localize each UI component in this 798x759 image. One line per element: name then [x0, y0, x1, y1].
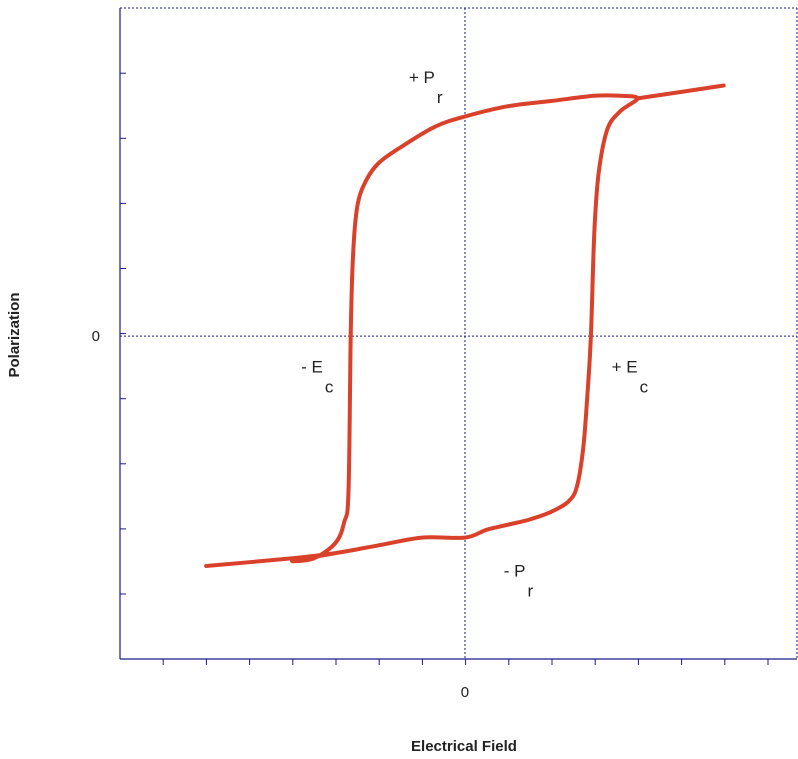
annotation-subscript: c: [640, 377, 649, 396]
series-layer: [204, 83, 726, 568]
annotation-text: + E: [612, 357, 638, 376]
saturation-tail-line: [635, 83, 726, 101]
annotation-text: + P: [409, 68, 435, 87]
annotation-label: - Ec: [301, 357, 334, 396]
y-axis-title: Polarization: [6, 292, 23, 377]
zero-reference-lines: [120, 8, 797, 659]
x-axis-title: Electrical Field: [411, 738, 517, 755]
annotation-label: + Pr: [409, 68, 443, 107]
tick-labels: 00: [92, 328, 469, 701]
plot-area: [119, 7, 798, 660]
annotations: + Pr- Pr- Ec+ Ec: [301, 68, 648, 600]
axis-ticks: [120, 72, 769, 665]
annotation-subscript: r: [528, 581, 534, 600]
annotation-text: - E: [301, 357, 323, 376]
annotation-label: - Pr: [504, 561, 534, 600]
annotation-subscript: c: [325, 377, 334, 396]
x-tick-label: 0: [461, 684, 469, 701]
annotation-label: + Ec: [612, 357, 649, 396]
y-tick-label: 0: [92, 328, 100, 345]
annotation-text: - P: [504, 561, 526, 580]
annotation-subscript: r: [437, 88, 443, 107]
hysteresis-loop-line: [204, 93, 640, 568]
